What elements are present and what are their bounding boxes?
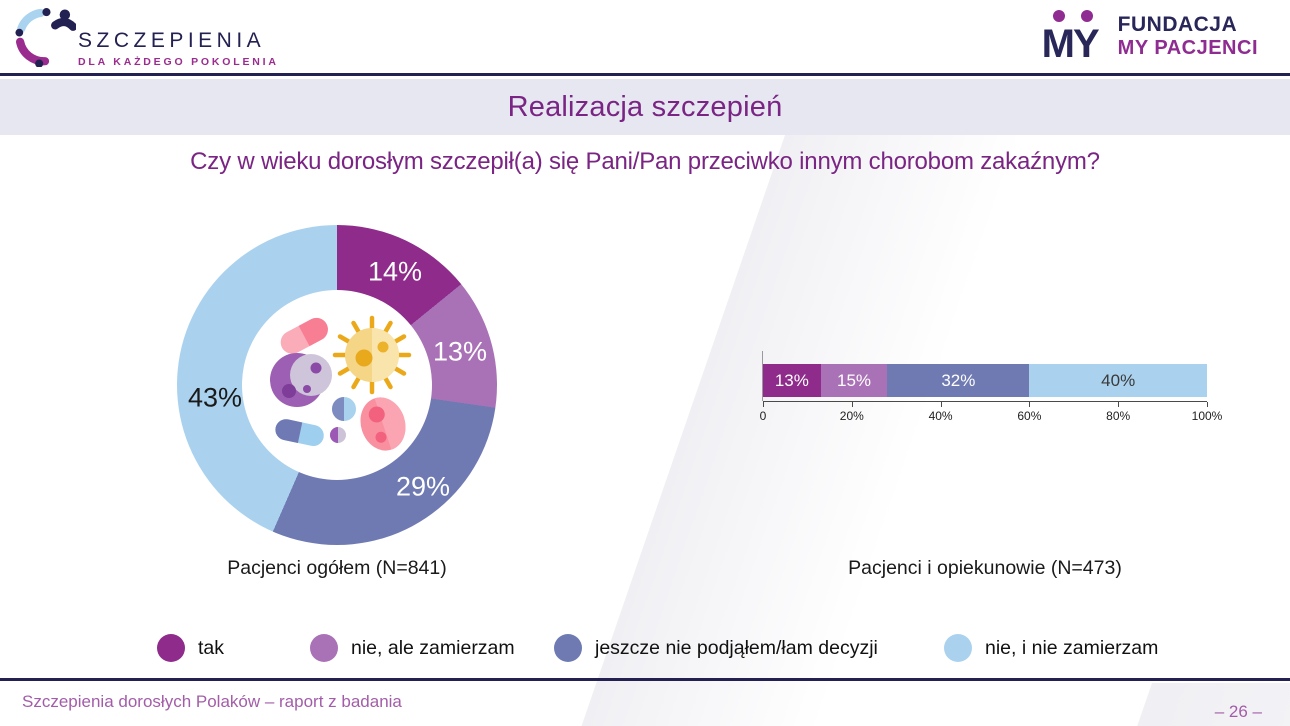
title-bar: Realizacja szczepień	[0, 79, 1290, 135]
page-title: Realizacja szczepień	[507, 90, 783, 123]
donut-chart: 14% 13% 29% 43%	[177, 225, 497, 545]
bar-caption: Pacjenci i opiekunowie (N=473)	[848, 557, 1122, 579]
axis-tick	[1207, 402, 1208, 407]
logo-szczepienia-subtitle: DLA KAŻDEGO POKOLENIA	[78, 56, 279, 68]
axis-tick-label: 80%	[1106, 409, 1131, 423]
legend-swatch-icon	[310, 634, 338, 662]
legend-swatch-icon	[554, 634, 582, 662]
stacked-bar-track: 13% 15% 32% 40%	[762, 351, 1207, 401]
axis-tick-label: 40%	[928, 409, 953, 423]
logo-fundacja-line2: MY PACJENCI	[1117, 36, 1258, 59]
bar-x-axis: 0 20% 40% 60% 80% 100%	[760, 401, 1222, 423]
axis-tick-label: 100%	[1191, 409, 1223, 423]
logo-fundacja-line1: FUNDACJA	[1117, 12, 1238, 36]
donut-label-nie-ale-zamierzam: 13%	[432, 336, 488, 367]
axis-tick	[851, 402, 853, 407]
legend-item-0: tak	[157, 634, 224, 662]
axis-tick-label: 60%	[1017, 409, 1042, 423]
axis-tick-label: 20%	[839, 409, 864, 423]
logo-fundacja-my-pacjenci: MY FUNDACJA MY PACJENCI	[1041, 10, 1258, 66]
bar-segment-3: 40%	[1029, 364, 1207, 397]
logo-szczepienia-title: SZCZEPIENIA	[78, 29, 266, 52]
axis-tick	[1118, 402, 1120, 407]
axis-tick-label: 0	[759, 409, 767, 423]
legend-label: nie, ale zamierzam	[351, 636, 515, 659]
donut-label-tak: 14%	[367, 256, 423, 287]
footer-report-title: Szczepienia dorosłych Polaków – raport z…	[22, 692, 402, 711]
page-number: – 26 –	[1214, 702, 1262, 721]
footer: Szczepienia dorosłych Polaków – raport z…	[0, 678, 1290, 726]
chart-legend: tak nie, ale zamierzam jeszcze nie podjąłe…	[0, 634, 1290, 666]
bar-segment-2: 32%	[887, 364, 1030, 397]
legend-label: tak	[198, 636, 225, 659]
donut-caption: Pacjenci ogółem (N=841)	[227, 557, 447, 579]
microbes-illustration-icon	[270, 315, 412, 451]
axis-tick	[940, 402, 942, 407]
legend-swatch-icon	[157, 634, 185, 662]
legend-item-1: nie, ale zamierzam	[310, 634, 515, 662]
legend-label: nie, i nie zamierzam	[985, 636, 1159, 659]
legend-item-2: jeszcze nie podjąłem/łam decyzji	[554, 634, 878, 662]
survey-question: Czy w wieku dorosłym szczepił(a) się Pan…	[190, 148, 1100, 175]
bar-y-axis-line	[762, 351, 763, 401]
axis-tick	[1029, 402, 1031, 407]
header: SZCZEPIENIA DLA KAŻDEGO POKOLENIA MY FUN…	[0, 0, 1290, 76]
legend-label: jeszcze nie podjąłem/łam decyzji	[595, 636, 878, 659]
bar-segment-1: 15%	[820, 364, 888, 397]
axis-tick	[763, 402, 764, 407]
donut-label-nie-i-nie: 43%	[187, 382, 243, 413]
bar-segment-0: 13%	[763, 364, 821, 397]
stacked-bar-chart: 13% 15% 32% 40% 0 20% 40% 60% 80% 100%	[760, 351, 1222, 434]
my-glyph-letters: MY	[1041, 22, 1100, 66]
my-people-icon: MY	[1041, 10, 1108, 66]
donut-label-jeszcze-nie: 29%	[395, 471, 451, 502]
legend-item-3: nie, i nie zamierzam	[944, 634, 1158, 662]
szczepienia-circle-icon	[15, 8, 76, 67]
legend-swatch-icon	[944, 634, 972, 662]
logo-szczepienia: SZCZEPIENIA DLA KAŻDEGO POKOLENIA	[14, 5, 279, 68]
